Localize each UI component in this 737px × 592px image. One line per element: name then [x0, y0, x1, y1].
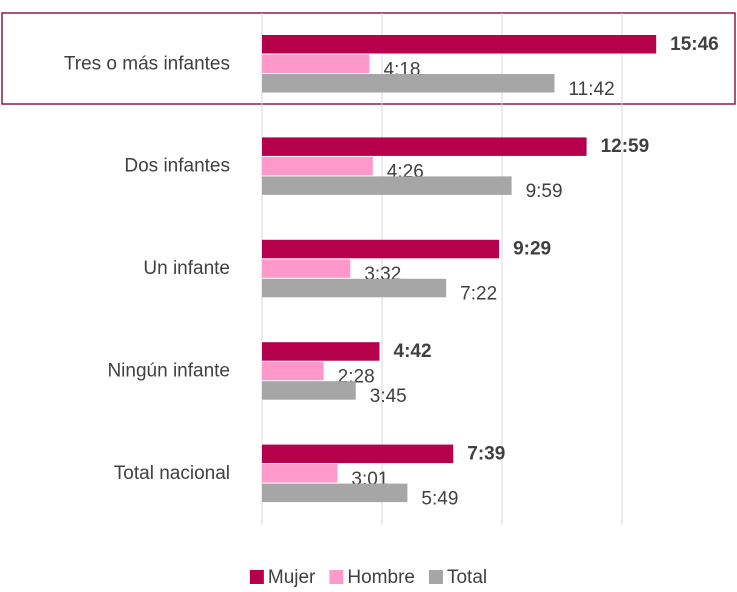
value-label: 3:45: [370, 386, 407, 407]
legend-label: Hombre: [347, 567, 415, 588]
legend-label: Total: [447, 567, 487, 588]
bar: [262, 342, 380, 361]
bar: [262, 483, 408, 503]
bar: [262, 381, 356, 400]
bar: [262, 54, 370, 73]
bar: [262, 464, 338, 483]
bar: [262, 156, 373, 176]
category-label: Ningún infante: [107, 360, 230, 381]
bar: [262, 35, 657, 54]
bar: [262, 74, 555, 93]
value-label: 12:59: [601, 136, 650, 157]
category-label: Tres o más infantes: [64, 53, 230, 74]
highlight-box: [1, 12, 736, 105]
bar: [262, 176, 512, 195]
value-label: 9:29: [513, 239, 551, 260]
legend-swatch: [249, 570, 264, 584]
bar: [262, 278, 447, 298]
value-label: 5:49: [421, 488, 458, 509]
value-label: 15:46: [670, 34, 719, 55]
value-label: 4:42: [394, 341, 432, 362]
legend-swatch: [329, 570, 344, 584]
bar: [262, 444, 454, 464]
category-label: Total nacional: [114, 463, 230, 484]
value-label: 9:59: [526, 181, 563, 202]
bar: [262, 137, 587, 156]
value-label: 7:22: [460, 284, 497, 305]
category-label: Un infante: [143, 258, 230, 279]
bar: [262, 361, 324, 381]
value-label: 7:39: [467, 443, 505, 464]
legend-swatch: [428, 570, 443, 584]
category-label: Dos infantes: [124, 156, 230, 177]
bar: [262, 239, 500, 259]
bar: [262, 259, 351, 278]
value-label: 11:42: [569, 79, 615, 100]
legend-label: Mujer: [268, 567, 316, 588]
